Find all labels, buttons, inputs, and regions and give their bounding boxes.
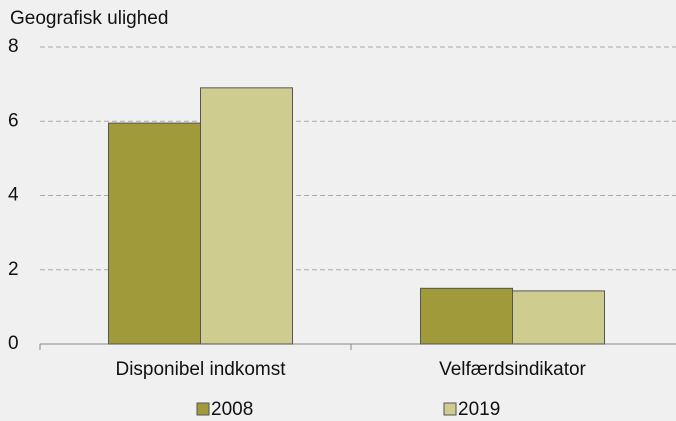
x-tick-label: Disponibel indkomst bbox=[115, 359, 286, 380]
bar bbox=[512, 290, 605, 345]
bar bbox=[108, 122, 201, 345]
y-tick-label: 2 bbox=[8, 259, 19, 280]
legend-swatch bbox=[443, 402, 457, 416]
legend-swatch bbox=[196, 402, 210, 416]
x-tick-label: Velfærdsindikator bbox=[439, 359, 586, 380]
y-tick-label: 0 bbox=[8, 333, 19, 354]
bar bbox=[200, 87, 293, 345]
legend-label: 2008 bbox=[211, 399, 253, 420]
y-tick-label: 4 bbox=[8, 185, 19, 206]
y-tick-label: 8 bbox=[8, 36, 19, 57]
bar bbox=[420, 287, 513, 345]
y-axis-label: Geografisk ulighed bbox=[10, 8, 168, 29]
y-tick-label: 6 bbox=[8, 110, 19, 131]
legend-label: 2019 bbox=[458, 399, 500, 420]
